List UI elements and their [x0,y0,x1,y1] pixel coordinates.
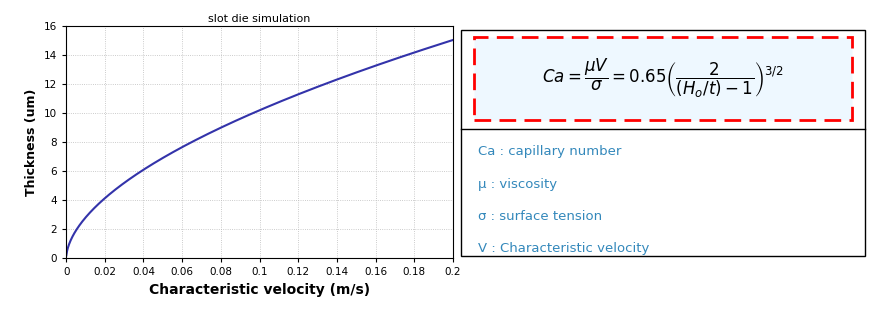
FancyBboxPatch shape [474,37,852,120]
X-axis label: Characteristic velocity (m/s): Characteristic velocity (m/s) [149,283,370,297]
Title: slot die simulation: slot die simulation [208,14,310,24]
Text: σ : surface tension: σ : surface tension [478,210,602,223]
FancyBboxPatch shape [461,30,864,256]
Text: μ : viscosity: μ : viscosity [478,178,557,191]
Text: Ca : capillary number: Ca : capillary number [478,145,622,158]
Y-axis label: Thickness (um): Thickness (um) [26,89,38,196]
Text: V : Characteristic velocity: V : Characteristic velocity [478,242,649,255]
Text: $Ca = \dfrac{\mu V}{\sigma} = 0.65\left(\dfrac{2}{(H_o/t)-1}\right)^{3/2}$: $Ca = \dfrac{\mu V}{\sigma} = 0.65\left(… [542,57,784,100]
